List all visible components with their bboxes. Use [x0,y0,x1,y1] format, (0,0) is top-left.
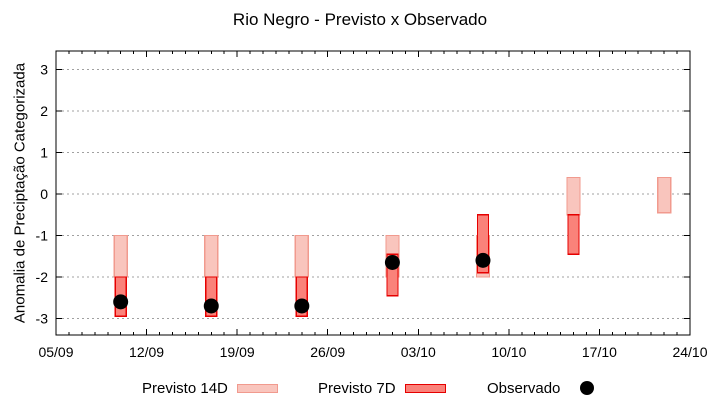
x-tick-label: 26/09 [310,344,345,360]
chart-title: Rio Negro - Previsto x Observado [232,10,488,29]
y-tick-label: -1 [36,227,49,243]
y-tick-label: 3 [40,62,48,78]
legend-dot-swatch [580,381,595,395]
bar-previsto-7d [386,253,399,297]
y-tick-label: 0 [40,186,48,202]
y-tick-label: 2 [40,103,48,119]
legend-bar-swatch [236,383,278,393]
y-tick-label: -3 [36,310,49,326]
observed-dot [475,252,491,268]
observed-dot [294,298,310,314]
legend-item-label: Previsto 7D [318,379,396,397]
bar-previsto-14d [204,234,219,278]
y-tick-label: -2 [36,269,49,285]
x-tick-label: 19/09 [220,344,255,360]
x-tick-label: 24/10 [672,344,707,360]
bar-previsto-7d [567,214,580,255]
bar-previsto-14d [294,234,309,278]
bar-previsto-7d [295,276,308,317]
legend-bar-swatch [404,383,446,393]
plot-frame [55,50,691,336]
bar-previsto-7d [205,276,218,317]
observed-dot [113,294,129,310]
bar-previsto-14d [566,176,581,216]
bar-previsto-14d [656,176,672,214]
bar-previsto-7d [476,214,490,274]
legend-item-previsto-14d: Previsto 14D [142,376,278,400]
legend-item-observado: Observado [487,376,595,400]
observed-dot [384,254,400,270]
legend-item-label: Previsto 14D [142,379,228,397]
x-tick-label: 05/09 [38,344,73,360]
observed-dot [203,298,219,314]
chart-legend: Previsto 14D Previsto 7D Observado [0,376,720,400]
x-tick-label: 17/10 [582,344,617,360]
x-tick-label: 03/10 [401,344,436,360]
x-tick-label: 10/10 [491,344,526,360]
bar-previsto-14d [113,234,128,278]
y-tick-label: 1 [40,145,48,161]
x-tick-label: 12/09 [129,344,164,360]
legend-item-label: Observado [487,379,561,397]
legend-item-previsto-7d: Previsto 7D [318,376,446,400]
